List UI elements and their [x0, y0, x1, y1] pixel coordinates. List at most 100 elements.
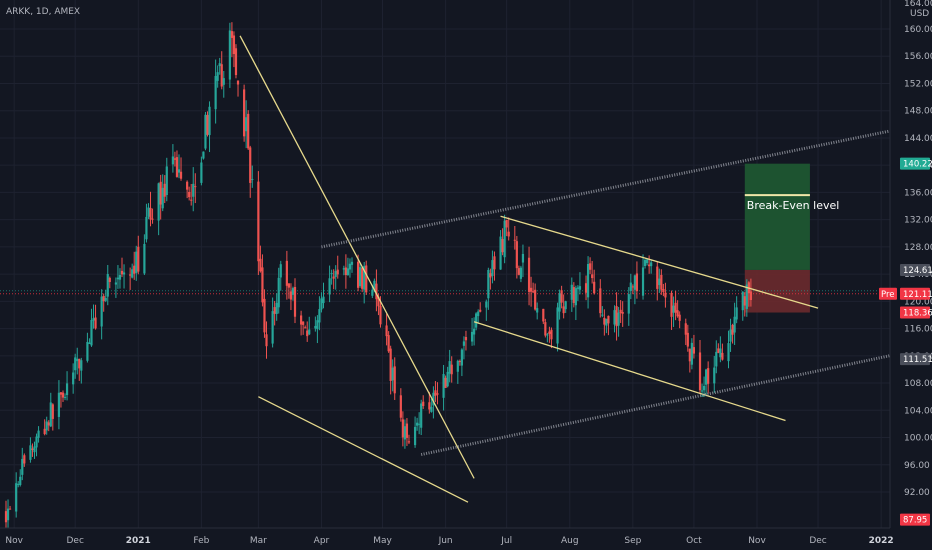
candle-body — [194, 186, 197, 188]
x-tick-label: Oct — [686, 536, 702, 546]
candle-body — [464, 337, 468, 341]
y-tick-label: 148.00 — [904, 107, 932, 117]
candle-body — [405, 423, 409, 438]
candle — [550, 327, 553, 349]
candle — [507, 217, 510, 241]
candle-body — [479, 309, 482, 312]
candle — [690, 338, 693, 370]
candle-body — [33, 446, 36, 453]
candle — [670, 290, 673, 330]
price-tags: 140.22 124.61 121.11 Pre 118.36 111.51 87.95 — [879, 157, 932, 526]
candle-body — [293, 286, 297, 317]
candle — [344, 254, 347, 289]
candle — [389, 345, 392, 395]
candle — [332, 269, 335, 290]
symbol-label: ARKK, 1D, AMEX — [6, 7, 80, 17]
candle-body — [589, 263, 592, 270]
candle-body — [700, 390, 704, 392]
candle — [171, 144, 174, 173]
candle — [287, 283, 290, 299]
candle-body — [749, 291, 752, 301]
candle — [562, 294, 565, 319]
price-tag[interactable]: 87.95 — [900, 513, 930, 526]
candle-body — [674, 302, 677, 313]
candle-body — [129, 274, 132, 276]
candle — [749, 278, 752, 307]
candle-body — [304, 327, 307, 329]
time-axis-bg[interactable] — [0, 528, 932, 550]
x-tick-label: Sep — [624, 536, 641, 546]
candle — [505, 219, 508, 237]
candle-body — [57, 392, 61, 417]
candle — [698, 339, 702, 394]
candle-body — [507, 231, 510, 237]
candle — [521, 244, 525, 278]
price-tag-bg — [900, 263, 930, 276]
candle-body — [556, 307, 559, 344]
drawings — [239, 35, 890, 503]
candle — [664, 282, 667, 308]
candle — [106, 264, 109, 306]
candle-body — [743, 296, 746, 306]
candle-body — [236, 80, 240, 85]
candle — [385, 313, 388, 346]
price-tag[interactable]: 124.61 — [900, 263, 932, 276]
price-tag[interactable]: 121.11 Pre — [879, 287, 932, 300]
channel-line[interactable] — [420, 354, 890, 457]
price-tag[interactable]: 111.51 — [900, 353, 932, 366]
candle-body — [228, 30, 231, 80]
candle — [633, 274, 636, 305]
price-tag-bg — [900, 353, 930, 366]
candle — [705, 368, 708, 397]
candle — [202, 151, 205, 160]
candle-body — [448, 361, 451, 374]
candle-body — [35, 436, 38, 448]
price-tag[interactable]: 118.36 — [900, 306, 932, 319]
candle-body — [487, 269, 490, 299]
x-tick-label: Feb — [193, 536, 209, 546]
candle-body — [731, 324, 734, 335]
candle — [470, 317, 474, 346]
candle-body — [403, 426, 407, 440]
candle — [120, 257, 124, 278]
candle-body — [515, 241, 518, 269]
candle — [707, 361, 710, 394]
profit-zone[interactable] — [744, 163, 810, 270]
candle-body — [450, 364, 453, 375]
candle-body — [658, 278, 661, 286]
trend-line[interactable] — [239, 35, 475, 479]
candle-body — [275, 302, 278, 315]
candle-body — [717, 348, 720, 353]
candle — [413, 416, 417, 448]
candle-body — [686, 332, 689, 347]
candle-body — [662, 289, 665, 292]
price-tag[interactable]: 140.22 — [900, 157, 932, 170]
candle — [658, 268, 661, 293]
candle-body — [122, 272, 126, 275]
trend-line[interactable] — [473, 321, 786, 422]
candle — [570, 277, 573, 312]
x-tick-label: Nov — [5, 536, 23, 546]
candle-body — [572, 287, 575, 303]
x-tick-label: Aug — [561, 536, 579, 546]
candle — [692, 334, 696, 359]
candle — [499, 230, 502, 270]
candle-body — [503, 220, 506, 258]
candle — [601, 306, 604, 318]
candle — [72, 363, 75, 394]
trend-line[interactable] — [500, 215, 819, 309]
candle-body — [247, 113, 250, 149]
candle-body — [741, 291, 744, 311]
candle — [391, 359, 394, 392]
y-tick-label: 92.00 — [904, 488, 930, 498]
price-tag-label: 140.22 — [903, 160, 932, 170]
candle-body — [220, 64, 223, 87]
candle-body — [200, 162, 203, 183]
candle — [243, 84, 246, 142]
candle — [21, 447, 24, 481]
channel-line[interactable] — [321, 129, 890, 249]
candle — [19, 469, 22, 487]
trend-line[interactable] — [258, 396, 469, 503]
